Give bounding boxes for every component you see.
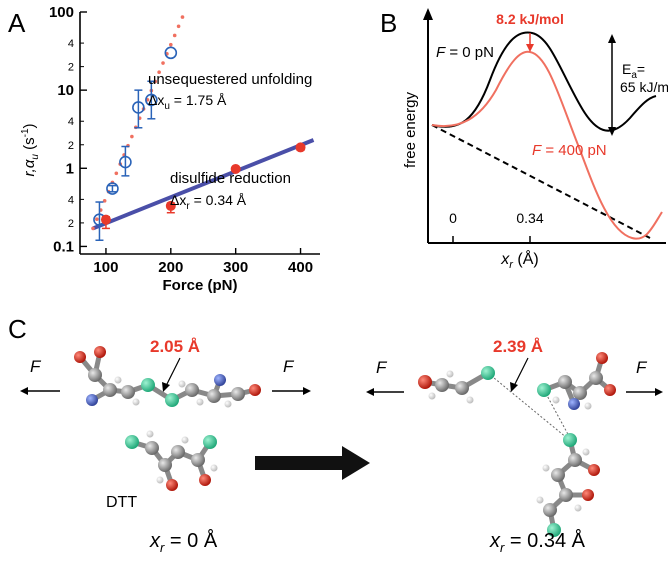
b-ea-label: Ea=	[622, 61, 645, 81]
a-point-unfolding	[164, 46, 178, 60]
a-y-tick-label: 0.1	[53, 238, 74, 255]
a-point-reduction	[165, 200, 176, 211]
panel-b-chart: B 0 0.34 xr (Å) free energy 8.2 kJ/mol F…	[380, 8, 668, 271]
a-fit-line-reduction	[92, 138, 315, 231]
c-bond-pointer-left	[165, 357, 181, 387]
c-dtt-label: DTT	[106, 494, 137, 511]
a-fit-dot-unfolding	[157, 70, 161, 75]
a-fit-dot-unfolding	[161, 61, 165, 65]
panel-c: C	[0, 300, 668, 560]
a-y-ticks: 100 10 1 0.1 4 2 4 2 4 2	[49, 4, 87, 255]
c-force-label-right-1: F	[376, 358, 388, 377]
c-bond-pointer-right-head	[510, 382, 518, 392]
panel-c-letter: C	[8, 314, 27, 344]
b-x-label: xr (Å)	[500, 249, 538, 271]
b-tilt-dashed-line	[431, 124, 651, 239]
a-annot-unfold-eq: Δxu = 1.75 Å	[148, 92, 227, 112]
a-y-minor-label: 4	[68, 194, 74, 206]
a-annot-reduct-title: disulfide reduction	[170, 170, 291, 187]
a-point-unfolding	[145, 93, 158, 107]
panel-b-letter: B	[380, 8, 397, 38]
a-x-ticks: 100 200 300 400	[93, 248, 313, 276]
c-caption-right: xr = 0.34 Å	[489, 529, 586, 555]
c-bond-label-right: 2.39 Å	[493, 337, 543, 356]
a-y-tick-label: 1	[66, 160, 74, 177]
b-y-axis-arrow	[423, 8, 433, 20]
b-label-f400: F = 400 pN	[532, 142, 607, 159]
c-force-arrow-right-2-head	[655, 388, 663, 396]
b-ea-value: 65 kJ/mol	[620, 79, 668, 95]
panel-a-letter: A	[8, 8, 26, 38]
c-force-arrow-right-1-head	[366, 388, 374, 396]
c-caption-left: xr = 0 Å	[149, 529, 218, 555]
panel-a-chart: A 100 10 1 0.1 4 2 4 2 4 2 100 200 300 400 r,αu (s-1…	[8, 4, 320, 294]
panel-b: B 0 0.34 xr (Å) free energy 8.2 kJ/mol F…	[380, 0, 668, 300]
panel-a: A 100 10 1 0.1 4 2 4 2 4 2 100 200 300 400 r,αu (s-1…	[0, 0, 340, 300]
a-fit-dot-unfolding	[95, 217, 99, 222]
a-fit-dot-unfolding	[172, 33, 177, 38]
a-point-unfolding	[119, 155, 132, 169]
molecule-left-cysteines	[74, 346, 261, 408]
a-x-tick-label: 300	[223, 259, 248, 276]
c-force-label-left-1: F	[30, 357, 42, 376]
c-force-arrow-left-1-head	[20, 387, 28, 395]
a-y-tick-label: 100	[49, 4, 74, 21]
b-delta-arrow-head	[526, 44, 534, 52]
b-curve-f400	[431, 50, 663, 240]
b-ea-arrow-top	[608, 34, 616, 43]
a-y-tick-label: 10	[57, 82, 74, 99]
a-annot-reduct-eq: Δxr = 0.34 Å	[170, 192, 247, 212]
a-x-tick-label: 100	[93, 259, 118, 276]
a-x-label: Force (pN)	[163, 277, 238, 294]
a-x-tick-label: 200	[158, 259, 183, 276]
molecule-left-dtt	[125, 430, 218, 491]
c-force-label-left-2: F	[283, 357, 295, 376]
a-x-tick-label: 400	[288, 259, 313, 276]
a-y-minor-label: 4	[68, 38, 74, 50]
a-fit-dot-unfolding	[130, 134, 134, 139]
panel-c-figure: C	[8, 314, 663, 555]
b-curve-f0	[431, 31, 657, 132]
b-x-tick-label-0: 0	[449, 210, 457, 226]
a-annot-unfold-title: unsequestered unfolding	[148, 71, 312, 88]
b-x-tick-label-034: 0.34	[516, 210, 543, 226]
a-point-reduction	[230, 163, 241, 174]
molecule-right-dtt	[536, 433, 600, 537]
a-fit-dot-unfolding	[176, 24, 181, 29]
a-y-minor-label: 2	[68, 218, 74, 230]
b-y-label: free energy	[402, 92, 419, 168]
a-point-reduction	[295, 142, 306, 153]
a-point-unfolding	[132, 101, 145, 114]
a-point-reduction	[100, 214, 111, 225]
c-bond-label-left: 2.05 Å	[150, 337, 200, 356]
c-bond-pointer-left-head	[162, 382, 170, 392]
a-y-minor-label: 4	[68, 116, 74, 128]
a-fit-dot-unfolding	[169, 42, 173, 47]
b-ea-arrow-bottom	[608, 127, 616, 136]
c-transition-arrow-head	[342, 446, 370, 480]
a-y-label: r,αu (s-1)	[20, 123, 41, 176]
a-data-points	[93, 46, 306, 241]
c-bond-pointer-right	[513, 357, 529, 387]
a-fit-dot-unfolding	[180, 15, 185, 19]
b-delta-label: 8.2 kJ/mol	[496, 11, 564, 27]
a-y-minor-label: 2	[68, 140, 74, 152]
c-transition-arrow	[255, 456, 345, 470]
a-fit-dot-unfolding	[102, 199, 107, 203]
a-fit-dot-unfolding	[91, 226, 95, 231]
c-force-label-right-2: F	[636, 358, 648, 377]
c-force-arrow-left-2-head	[303, 387, 311, 395]
molecule-right-cysteines	[418, 352, 616, 439]
a-y-minor-label: 2	[68, 62, 74, 74]
b-label-f0: F = 0 pN	[436, 44, 494, 61]
a-fit-dot-unfolding	[114, 171, 119, 176]
a-point-unfolding	[106, 182, 119, 195]
